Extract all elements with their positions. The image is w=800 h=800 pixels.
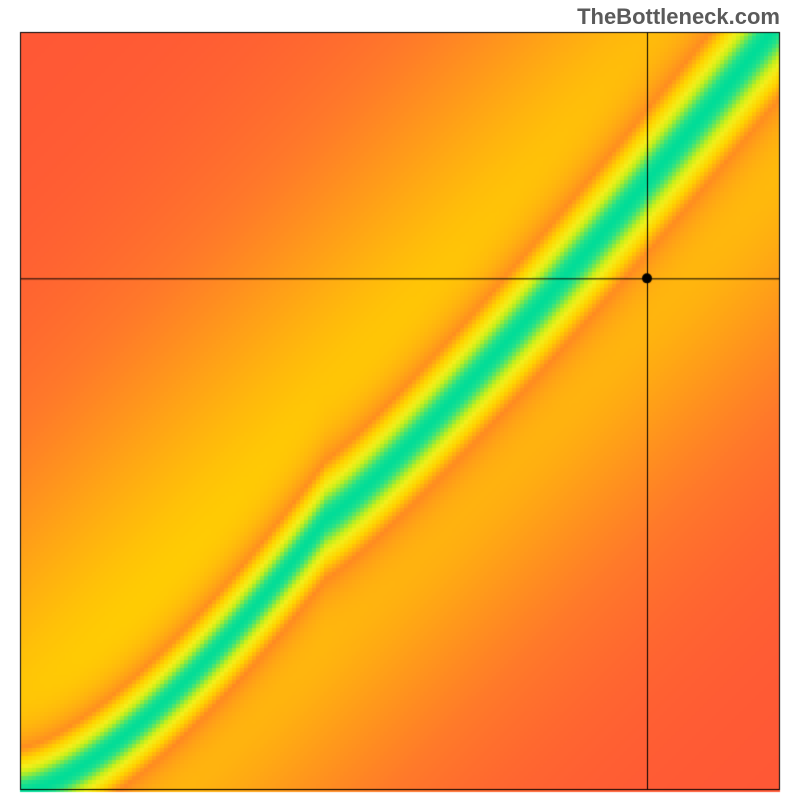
chart-container: TheBottleneck.com [0,0,800,800]
watermark-text: TheBottleneck.com [577,4,780,30]
bottleneck-heatmap [0,0,800,800]
